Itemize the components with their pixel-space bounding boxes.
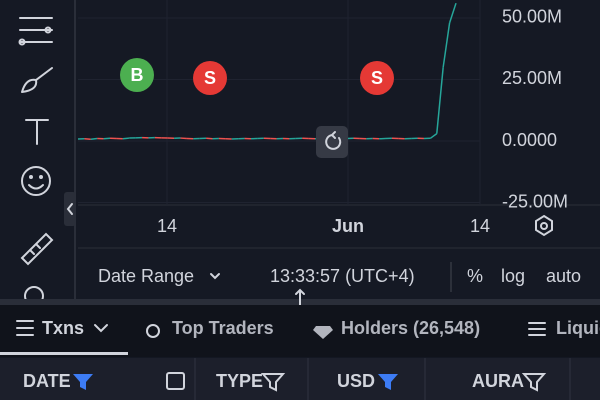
date-range[interactable]: Date Range [98,266,194,286]
chart-panel [0,0,600,300]
emoji-tool[interactable] [21,166,51,196]
trade-marker [193,61,227,95]
filter[interactable] [260,373,286,392]
trade-marker-label: S [371,68,383,88]
trade-marker [360,61,394,95]
price-label: 25.00M [502,68,562,88]
txns-icon [16,320,34,336]
price-segment [448,2,457,24]
time-label: 14 [470,216,490,236]
time-label: Jun [332,216,364,236]
reset-icon [325,131,342,150]
trend-tool[interactable] [18,17,53,46]
price-label: 0.0000 [502,130,557,150]
tab-bar [0,305,600,357]
filter[interactable] [521,373,547,392]
percent-toggle[interactable]: % [467,266,483,286]
price-segment [436,67,444,134]
traders-icon [146,324,160,338]
tab-caret [94,324,108,333]
auto-toggle[interactable]: auto [546,266,581,286]
price-label: 50.00M [502,7,562,27]
filter-active[interactable] [73,374,93,390]
settings-dot [540,222,548,230]
table-header [0,358,600,400]
filter-active[interactable] [378,374,398,390]
date-range-caret [210,273,220,280]
price-segment [90,137,98,141]
column-header[interactable]: TYPE [216,371,263,391]
settings-icon[interactable] [535,214,553,237]
tab[interactable]: Top Traders [172,318,274,338]
calendar-icon[interactable] [166,372,185,390]
text-tool[interactable] [25,119,49,145]
trade-marker-label: S [204,68,216,88]
collapse-arrow [66,203,73,215]
column-header[interactable]: DATE [23,371,71,391]
reset-button[interactable] [316,126,348,158]
liquidity-icon [528,322,546,336]
ruler-tool[interactable] [20,232,54,266]
tab[interactable]: Holders (26,548) [341,318,480,338]
tab[interactable]: Liquidity [556,318,600,338]
log-toggle[interactable]: log [501,266,525,286]
collapse-handle[interactable] [64,192,76,226]
trade-marker-label: B [131,65,144,85]
column-header[interactable]: USD [337,371,375,391]
price-label: -25.00M [502,191,568,211]
holders-icon [313,326,333,339]
price-segment [429,133,438,139]
price-segment [442,22,451,68]
trade-marker [120,58,154,92]
price-segment [122,137,130,140]
column-header[interactable]: AURA [472,371,524,391]
brush-tool[interactable] [21,67,53,93]
clock[interactable]: 13:33:57 (UTC+4) [270,266,415,286]
active-tab-underline [0,352,128,355]
tab[interactable]: Txns [42,318,84,338]
time-label: 14 [157,216,177,236]
